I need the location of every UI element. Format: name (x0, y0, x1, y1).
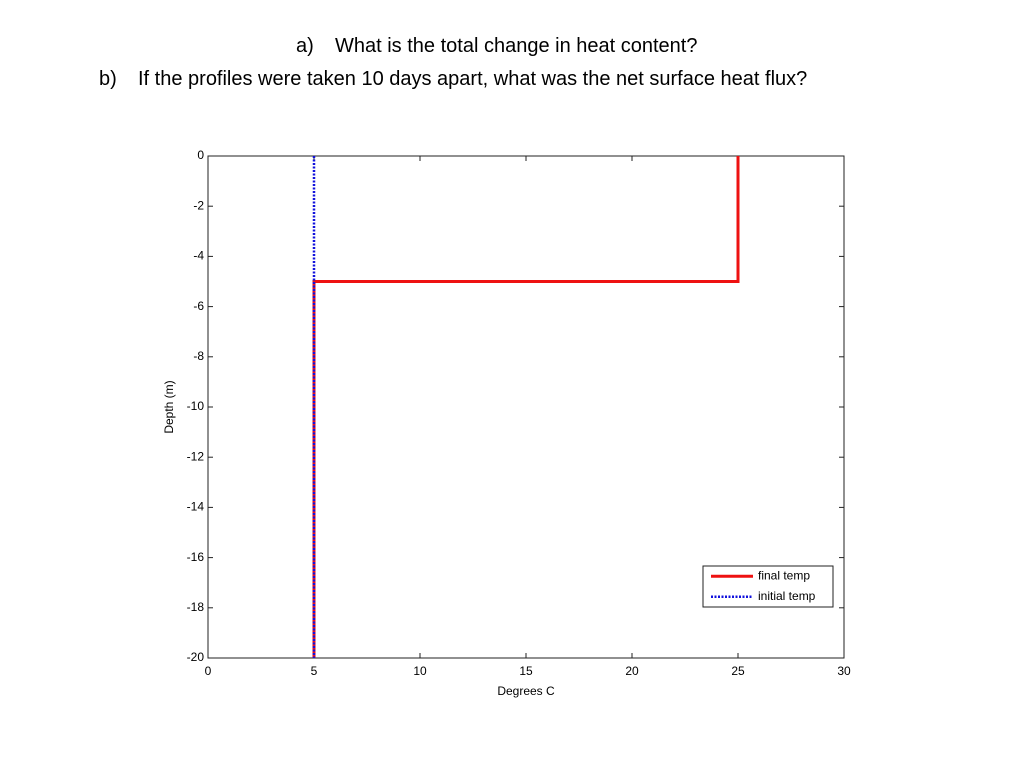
y-tick-label: -8 (193, 349, 204, 363)
x-tick-label: 10 (413, 664, 427, 678)
question-text: What is the total change in heat content… (335, 35, 698, 57)
y-tick-label: -14 (187, 500, 205, 514)
x-tick-label: 20 (625, 664, 639, 678)
legend-label: initial temp (758, 589, 816, 603)
y-tick-label: 0 (197, 148, 204, 162)
y-tick-label: -2 (193, 198, 204, 212)
question-label: a) (296, 35, 314, 57)
y-tick-label: -12 (187, 449, 205, 463)
data-line (312, 156, 740, 658)
y-tick-label: -20 (187, 650, 205, 664)
y-tick-label: -16 (187, 550, 205, 564)
y-tick-label: -4 (193, 249, 204, 263)
x-tick-label: 15 (519, 664, 533, 678)
x-axis-label: Degrees C (497, 684, 555, 698)
x-tick-label: 30 (837, 664, 851, 678)
question-label: b) (99, 68, 117, 90)
legend-label: final temp (758, 568, 810, 582)
x-tick-label: 0 (205, 664, 212, 678)
y-axis-label: Depth (m) (162, 380, 176, 433)
y-tick-label: -10 (187, 399, 205, 413)
legend-box (702, 565, 834, 608)
x-tick-label: 5 (311, 664, 318, 678)
y-tick-label: -6 (193, 299, 204, 313)
y-tick-label: -18 (187, 600, 205, 614)
question-text: If the profiles were taken 10 days apart… (138, 68, 808, 90)
x-tick-label: 25 (731, 664, 745, 678)
